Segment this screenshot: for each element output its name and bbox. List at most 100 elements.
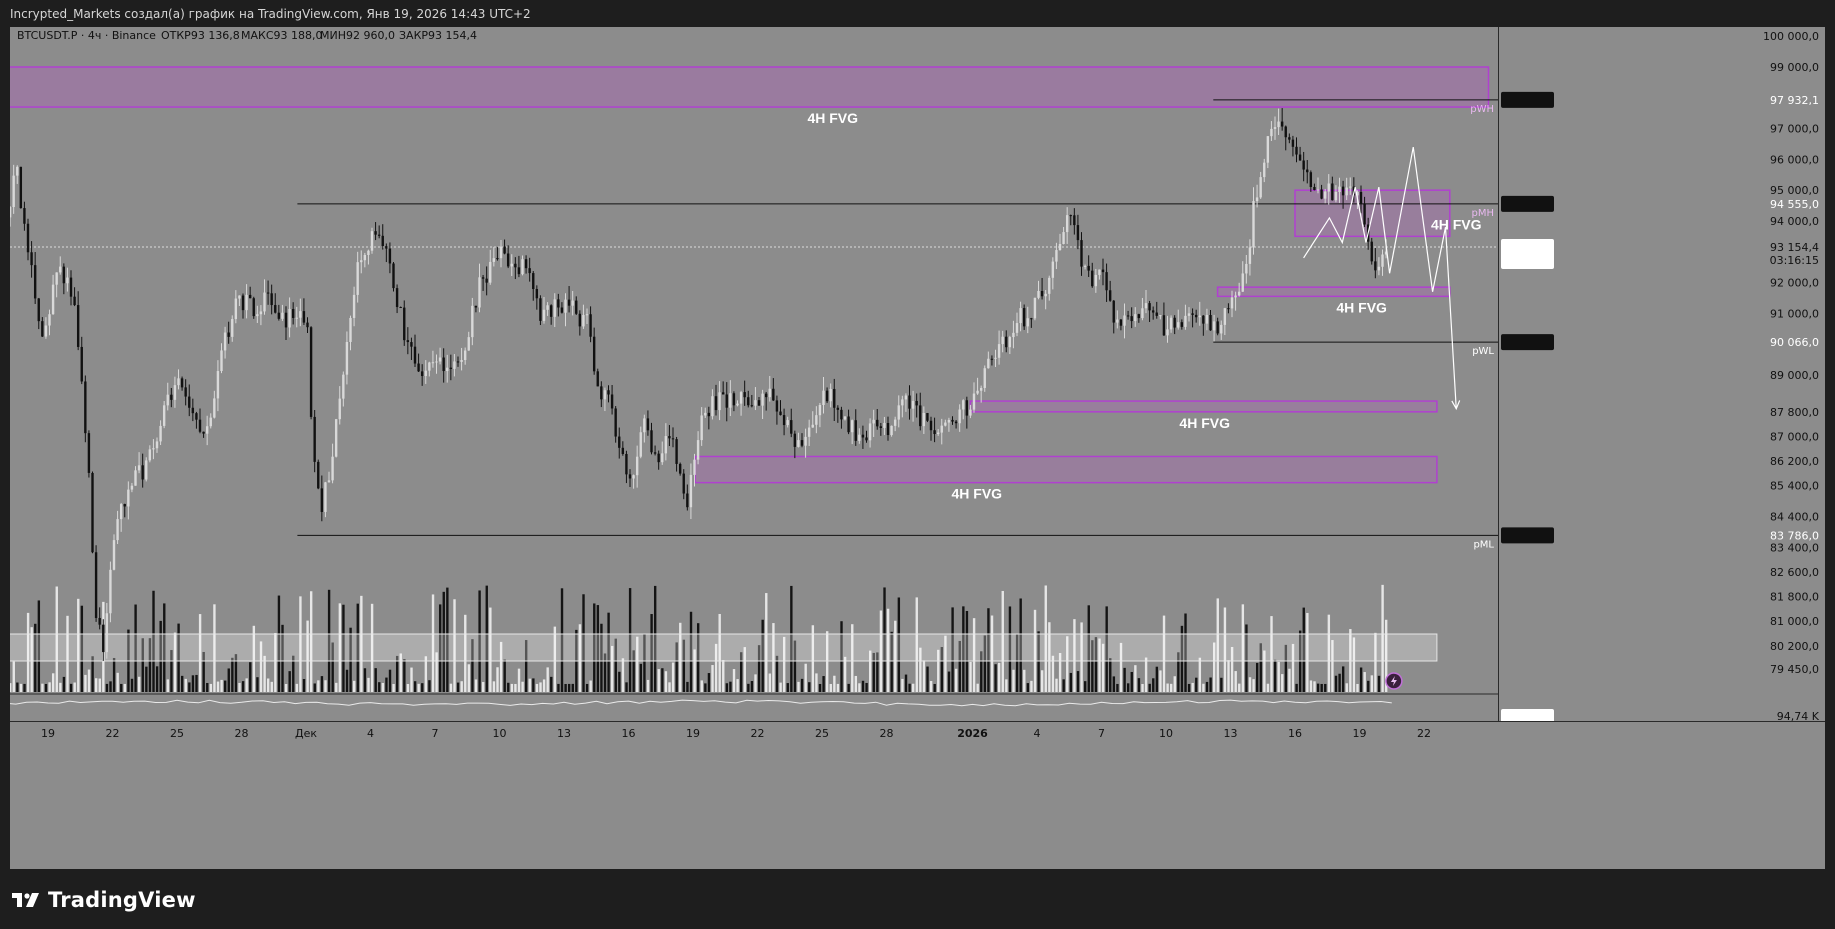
candle-body[interactable] xyxy=(614,408,617,437)
candle-body[interactable] xyxy=(768,388,771,398)
candle-body[interactable] xyxy=(44,325,48,337)
candle-body[interactable] xyxy=(671,438,675,440)
candle-body[interactable] xyxy=(76,305,80,347)
candle-body[interactable] xyxy=(266,292,270,294)
candle-body[interactable] xyxy=(1173,317,1176,328)
candle-body[interactable] xyxy=(1277,121,1280,128)
candle-body[interactable] xyxy=(84,381,87,434)
candle-body[interactable] xyxy=(1026,318,1029,327)
candle-body[interactable] xyxy=(449,367,453,369)
candle-body[interactable] xyxy=(646,418,650,431)
candle-body[interactable] xyxy=(1037,290,1040,298)
candle-body[interactable] xyxy=(1062,232,1065,245)
time-axis[interactable] xyxy=(10,722,1825,869)
candle-body[interactable] xyxy=(1048,277,1051,294)
fvg-zone[interactable] xyxy=(694,455,1438,484)
candle-body[interactable] xyxy=(1323,191,1327,199)
candle-body[interactable] xyxy=(1137,314,1141,319)
candle-body[interactable] xyxy=(245,294,248,311)
candle-body[interactable] xyxy=(843,416,847,420)
candle-body[interactable] xyxy=(1237,291,1241,296)
candle-body[interactable] xyxy=(757,400,761,406)
candle-body[interactable] xyxy=(1184,315,1187,327)
candle-body[interactable] xyxy=(252,298,255,317)
candle-body[interactable] xyxy=(277,312,281,319)
candle-body[interactable] xyxy=(177,378,180,386)
candle-body[interactable] xyxy=(940,425,943,433)
candle-body[interactable] xyxy=(1266,136,1270,163)
candle-body[interactable] xyxy=(1148,303,1151,311)
candle-body[interactable] xyxy=(105,613,109,653)
candle-body[interactable] xyxy=(1288,137,1291,140)
candle-body[interactable] xyxy=(1309,172,1313,188)
candle-body[interactable] xyxy=(241,295,245,311)
candle-body[interactable] xyxy=(879,426,883,428)
candle-body[interactable] xyxy=(797,440,800,447)
candle-body[interactable] xyxy=(947,419,951,423)
candle-body[interactable] xyxy=(270,293,273,306)
candle-body[interactable] xyxy=(116,519,119,541)
candle-body[interactable] xyxy=(714,396,718,411)
candle-body[interactable] xyxy=(678,463,682,474)
candle-body[interactable] xyxy=(1363,203,1366,225)
candle-body[interactable] xyxy=(1098,269,1101,275)
candle-body[interactable] xyxy=(822,390,825,405)
candle-body[interactable] xyxy=(575,300,578,314)
candle-body[interactable] xyxy=(223,332,227,351)
candle-body[interactable] xyxy=(478,277,481,308)
candle-body[interactable] xyxy=(91,472,94,553)
candle-body[interactable] xyxy=(417,363,420,372)
candle-body[interactable] xyxy=(166,394,169,406)
candle-body[interactable] xyxy=(524,259,528,269)
candle-body[interactable] xyxy=(127,489,130,507)
candle-body[interactable] xyxy=(202,431,205,434)
candle-body[interactable] xyxy=(1273,127,1277,129)
candle-body[interactable] xyxy=(349,317,352,342)
candle-body[interactable] xyxy=(467,337,470,351)
candle-body[interactable] xyxy=(1302,160,1305,170)
candle-body[interactable] xyxy=(385,246,388,249)
candle-body[interactable] xyxy=(1356,191,1359,196)
candle-body[interactable] xyxy=(342,374,345,399)
candle-body[interactable] xyxy=(145,460,148,480)
candle-body[interactable] xyxy=(66,277,69,284)
candle-body[interactable] xyxy=(1205,315,1209,324)
candle-body[interactable] xyxy=(1316,189,1320,191)
candle-body[interactable] xyxy=(1058,244,1062,251)
candle-body[interactable] xyxy=(689,474,693,508)
candle-body[interactable] xyxy=(1187,313,1191,316)
candle-body[interactable] xyxy=(514,263,517,268)
candle-body[interactable] xyxy=(990,358,994,360)
candle-body[interactable] xyxy=(413,346,417,364)
candle-body[interactable] xyxy=(137,465,141,471)
candle-body[interactable] xyxy=(1105,272,1108,291)
candle-body[interactable] xyxy=(693,459,696,475)
candle-body[interactable] xyxy=(886,422,890,436)
candle-body[interactable] xyxy=(1284,126,1287,138)
candle-body[interactable] xyxy=(195,413,198,420)
candle-body[interactable] xyxy=(1001,336,1004,345)
candle-body[interactable] xyxy=(718,392,721,411)
candle-body[interactable] xyxy=(309,327,313,417)
candle-body[interactable] xyxy=(1234,295,1237,298)
candle-body[interactable] xyxy=(1159,315,1162,317)
candle-body[interactable] xyxy=(33,265,37,299)
candle-body[interactable] xyxy=(901,399,904,406)
candle-body[interactable] xyxy=(30,252,33,266)
candle-body[interactable] xyxy=(1202,315,1205,324)
candle-body[interactable] xyxy=(399,307,402,309)
candle-body[interactable] xyxy=(1230,297,1234,309)
candle-body[interactable] xyxy=(256,314,259,317)
candle-body[interactable] xyxy=(492,258,496,262)
candle-body[interactable] xyxy=(1126,315,1130,317)
candle-body[interactable] xyxy=(496,258,499,260)
candle-body[interactable] xyxy=(295,317,298,319)
candle-body[interactable] xyxy=(1291,139,1295,147)
candle-body[interactable] xyxy=(610,394,614,409)
candle-body[interactable] xyxy=(1151,310,1155,313)
candle-body[interactable] xyxy=(1331,183,1334,201)
chart-area[interactable]: pWH pMH pWL pML 4H FVG 4H FVG 4H FVG 4H FVG 4H … xyxy=(10,27,1825,869)
candle-body[interactable] xyxy=(395,288,399,308)
candle-body[interactable] xyxy=(406,340,410,343)
candle-body[interactable] xyxy=(299,311,302,318)
